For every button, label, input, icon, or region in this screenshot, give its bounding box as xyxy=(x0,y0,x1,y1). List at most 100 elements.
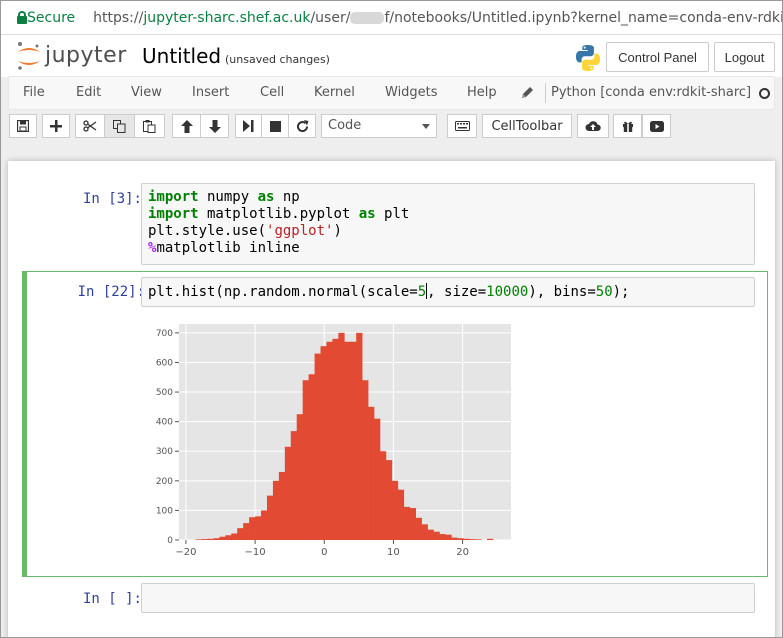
jupyter-logo-icon[interactable] xyxy=(15,41,43,71)
upload-button[interactable] xyxy=(577,114,609,138)
y-tick-label: 400 xyxy=(156,418,173,428)
y-tick-label: 600 xyxy=(156,358,173,368)
code-editor[interactable]: plt.hist(np.random.normal(scale=5, size=… xyxy=(141,277,755,307)
histogram-bar xyxy=(374,418,381,540)
menu-file[interactable]: File xyxy=(23,85,45,100)
plus-icon xyxy=(50,120,62,132)
histogram-bar xyxy=(261,510,268,540)
menubar: File Edit View Insert Cell Kernel Widget… xyxy=(8,76,775,110)
code-cell[interactable]: In [3]: import numpy as np import matplo… xyxy=(22,183,768,265)
menu-edit[interactable]: Edit xyxy=(76,85,102,100)
menu-insert[interactable]: Insert xyxy=(192,85,230,100)
copy-button[interactable] xyxy=(104,114,135,138)
histogram-bar xyxy=(356,332,363,540)
empty-code-cell[interactable]: In [ ]: xyxy=(22,583,768,613)
save-button[interactable] xyxy=(9,114,37,138)
kernel-status-icon xyxy=(759,88,770,99)
youtube-button[interactable] xyxy=(642,114,671,138)
restart-button[interactable] xyxy=(288,114,316,138)
notebook-header: jupyter Untitled (unsaved changes) Contr… xyxy=(1,35,782,77)
x-tick-label: 20 xyxy=(456,547,469,558)
histogram-bar xyxy=(362,380,369,540)
histogram-bar xyxy=(243,523,250,540)
x-tick-label: 10 xyxy=(387,547,400,558)
histogram-bar xyxy=(326,341,333,540)
histogram-bar xyxy=(314,353,321,540)
clipboard-icon xyxy=(143,119,156,133)
save-status: (unsaved changes) xyxy=(225,53,330,66)
histogram-bars xyxy=(195,332,494,540)
histogram-bar xyxy=(272,480,280,540)
menu-view[interactable]: View xyxy=(131,85,162,100)
notebook-title[interactable]: Untitled xyxy=(142,44,222,68)
cell-prompt: In [ ]: xyxy=(82,591,142,607)
histogram-bar xyxy=(278,471,286,540)
histogram-bar xyxy=(332,338,339,540)
x-tick-label: −10 xyxy=(245,547,266,558)
code-editor[interactable]: import numpy as np import matplotlib.pyp… xyxy=(141,183,755,265)
histogram-bar xyxy=(445,534,452,540)
y-tick-label: 100 xyxy=(156,506,173,516)
histogram-bar xyxy=(385,460,393,540)
histogram-bar xyxy=(433,531,440,540)
url-text[interactable]: https://jupyter-sharc.shef.ac.uk/user/f/… xyxy=(93,9,783,26)
histogram-bar xyxy=(231,533,238,540)
histogram-bar xyxy=(290,431,298,540)
jupyter-wordmark[interactable]: jupyter xyxy=(45,43,127,68)
histogram-bar xyxy=(439,534,446,540)
histogram-bar xyxy=(237,528,244,540)
interrupt-button[interactable] xyxy=(261,114,289,138)
copy-icon xyxy=(113,119,126,133)
address-bar[interactable]: Secure https://jupyter-sharc.shef.ac.uk/… xyxy=(1,1,782,35)
histogram-bar xyxy=(308,374,315,540)
menu-widgets[interactable]: Widgets xyxy=(385,85,438,100)
logout-button[interactable]: Logout xyxy=(714,42,775,72)
histogram-bar xyxy=(225,535,232,540)
gift-button[interactable] xyxy=(613,114,642,138)
y-tick-label: 700 xyxy=(156,329,173,339)
menu-cell[interactable]: Cell xyxy=(260,85,285,100)
y-tick-label: 0 xyxy=(167,536,173,546)
code-editor[interactable] xyxy=(141,583,755,613)
youtube-play-icon xyxy=(649,120,664,132)
gift-icon xyxy=(622,121,633,132)
selected-code-cell[interactable]: In [22]: plt.hist(np.random.normal(scale… xyxy=(22,271,768,577)
histogram-bar xyxy=(213,538,220,540)
histogram-bar xyxy=(320,346,327,540)
histogram-bar xyxy=(302,380,309,540)
menu-kernel[interactable]: Kernel xyxy=(314,85,355,100)
redacted-username xyxy=(350,11,385,24)
run-button[interactable] xyxy=(235,114,262,138)
histogram-bar xyxy=(338,332,345,540)
histogram-bar xyxy=(296,414,303,540)
paste-button[interactable] xyxy=(134,114,165,138)
y-tick-label: 500 xyxy=(156,388,173,398)
chevron-down-icon xyxy=(422,124,430,129)
histogram-bar xyxy=(415,517,422,540)
histogram-bar xyxy=(207,538,214,540)
move-down-button[interactable] xyxy=(200,114,229,138)
step-forward-icon xyxy=(243,120,254,132)
histogram-bar xyxy=(201,539,208,540)
kernel-name: Python [conda env:rdkit-sharc] xyxy=(551,85,752,100)
cut-button[interactable] xyxy=(75,114,105,138)
pencil-icon[interactable] xyxy=(519,84,535,102)
histogram-bar xyxy=(379,451,387,540)
x-tick-label: 0 xyxy=(321,547,327,558)
move-up-button[interactable] xyxy=(172,114,201,138)
scissors-icon xyxy=(83,120,97,132)
insert-cell-button[interactable] xyxy=(42,114,70,138)
secure-label: Secure xyxy=(27,9,76,26)
celltoolbar-button[interactable]: CellToolbar xyxy=(482,114,572,138)
cell-type-value: Code xyxy=(328,118,362,133)
notebook-container: In [3]: import numpy as np import matplo… xyxy=(8,161,775,637)
command-palette-button[interactable] xyxy=(447,114,477,138)
floppy-icon xyxy=(17,120,29,132)
control-panel-button[interactable]: Control Panel xyxy=(606,42,709,72)
y-tick-label: 300 xyxy=(156,447,173,457)
cell-type-select[interactable]: Code xyxy=(321,114,437,138)
menu-help[interactable]: Help xyxy=(467,85,497,100)
histogram-bar xyxy=(344,341,351,540)
